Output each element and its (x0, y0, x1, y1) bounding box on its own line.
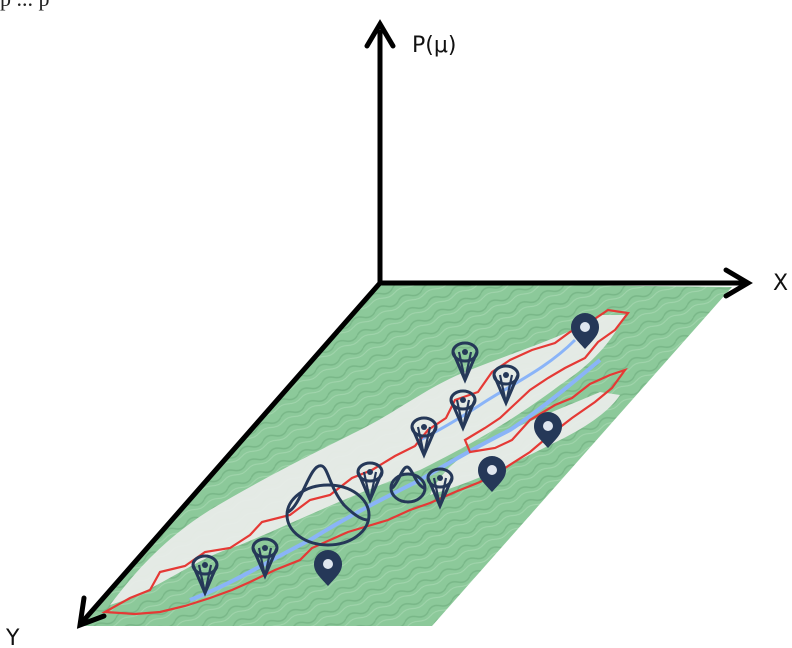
x-axis-label: X (773, 271, 788, 296)
vertical-axis-label: P(μ) (412, 33, 456, 58)
distribution-small (389, 465, 427, 504)
caption-fragment: p ... p (0, 0, 50, 12)
region-boundary (101, 308, 631, 616)
vertical-axis-arrowhead (364, 19, 396, 49)
urban-area (110, 315, 625, 605)
x-axis-arrowhead (723, 267, 753, 299)
distribution-large (285, 464, 371, 547)
river-branch (419, 338, 577, 442)
y-axis-arrowhead (76, 595, 107, 629)
y-axis-label: Y (5, 626, 20, 648)
axes (76, 19, 753, 629)
y-axis (81, 280, 383, 623)
